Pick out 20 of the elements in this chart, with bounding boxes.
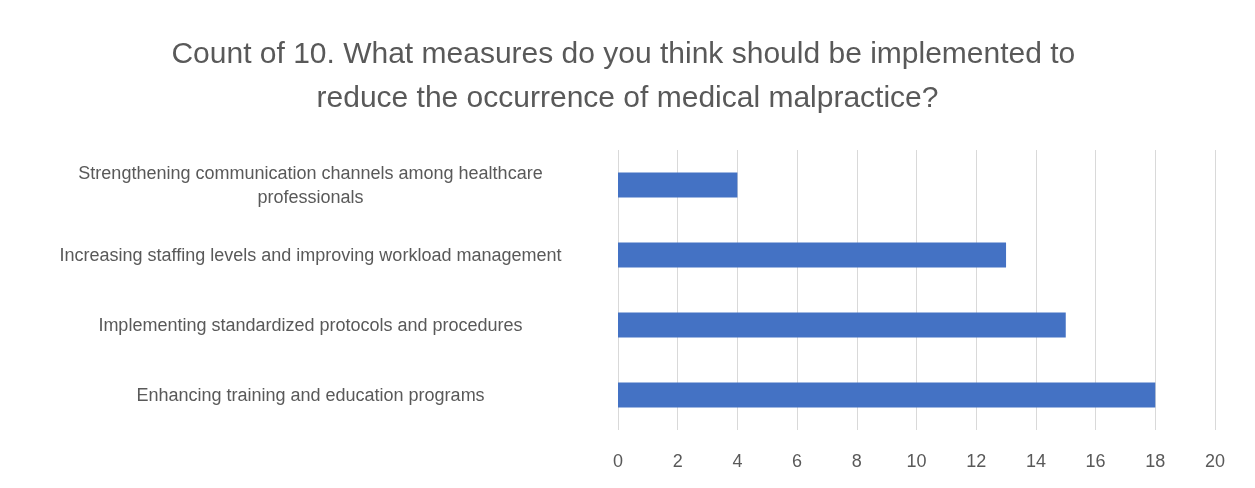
bar [618,382,1156,408]
bar [618,312,1066,338]
x-tick-label: 16 [1085,451,1106,471]
y-tick-label: Enhancing training and education programs [136,385,485,405]
y-tick-label: Implementing standardized protocols and procedures [98,315,523,335]
y-tick-label: Strengthening communication channels among healthcare professionals [78,163,543,207]
x-tick-label: 4 [732,451,743,471]
x-tick-label: 8 [851,451,862,471]
x-tick-label: 18 [1145,451,1166,471]
x-tick-label: 2 [672,451,683,471]
x-tick-label: 14 [1025,451,1046,471]
bar [618,172,738,198]
x-tick-label: 0 [612,451,624,471]
chart-title: Count of 10. What measures do you think should be implemented to reduce the occurrence of medical malpractice? [171,35,1084,113]
x-tick-label: 6 [792,451,803,471]
x-tick-label: 12 [966,451,987,471]
bar [618,242,1007,268]
y-tick-label: Increasing staffing levels and improving workload management [59,245,562,265]
x-tick-label: 20 [1204,451,1226,471]
x-tick-label: 10 [906,451,927,471]
